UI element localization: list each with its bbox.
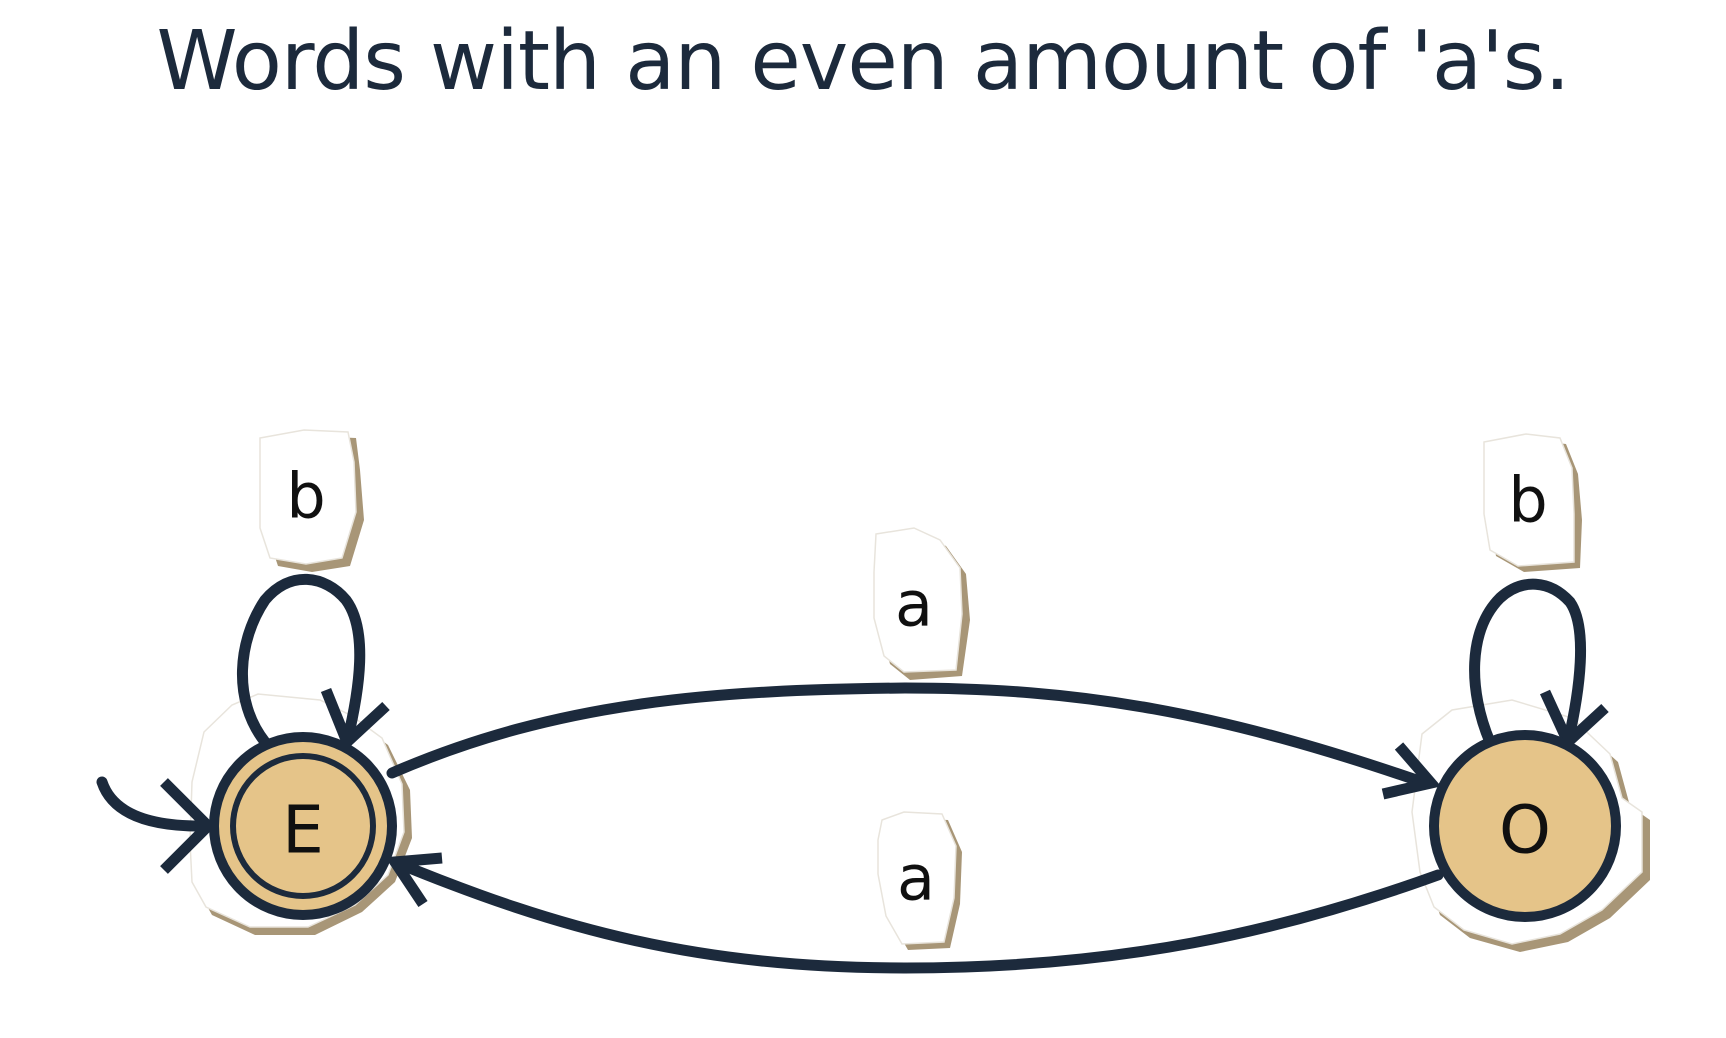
label-o-to-e-text: a [897,842,935,915]
transition-o-to-e-edge [389,856,1444,974]
state-o-label: O [1499,792,1551,869]
label-e-to-o-text: a [895,568,933,641]
label-o-self-loop: b [1483,433,1582,572]
state-e-label: E [282,792,324,869]
transition-e-to-o-arrowhead [1381,742,1442,800]
state-e: E [209,732,397,920]
label-o-to-e: a [877,811,962,950]
transition-e-self-loop-edge [236,573,366,748]
label-o-self-loop-text: b [1508,464,1547,537]
label-e-to-o: a [873,527,970,680]
state-o: O [1429,730,1621,922]
transition-e-to-o-edge [386,682,1431,789]
initial-arrow-edge [96,776,206,832]
label-e-self-loop-text: b [286,460,325,533]
transition-o-to-e-arrowhead [385,852,443,908]
initial-arrow-arrowhead [160,778,216,874]
label-e-self-loop: b [259,429,364,572]
diagram-title: Words with an even amount of 'a's. [156,14,1570,109]
transition-o-self-loop-edge [1469,578,1586,748]
transition-e-self-loop-arrowhead [320,687,390,752]
